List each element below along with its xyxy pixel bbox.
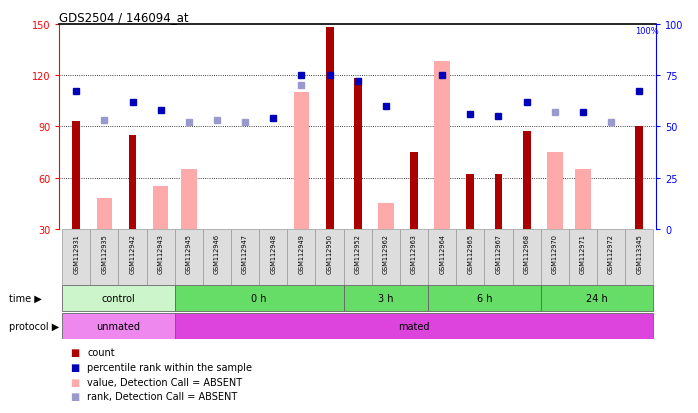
Bar bbox=[294, 93, 309, 229]
Text: GSM112967: GSM112967 bbox=[496, 234, 501, 273]
Text: unmated: unmated bbox=[96, 321, 140, 331]
Text: GSM112942: GSM112942 bbox=[130, 234, 135, 273]
Bar bbox=[575, 170, 591, 229]
Text: GSM113345: GSM113345 bbox=[637, 234, 642, 273]
Bar bbox=[237, 229, 253, 234]
Bar bbox=[174, 313, 653, 339]
Bar bbox=[541, 229, 569, 285]
Text: GSM112949: GSM112949 bbox=[299, 234, 304, 273]
Text: GSM112964: GSM112964 bbox=[439, 234, 445, 273]
Text: GSM112946: GSM112946 bbox=[214, 234, 220, 273]
Text: mated: mated bbox=[399, 321, 430, 331]
Text: time ▶: time ▶ bbox=[9, 293, 42, 304]
Text: GSM112947: GSM112947 bbox=[242, 234, 248, 273]
Bar bbox=[62, 313, 174, 339]
Bar bbox=[484, 229, 512, 285]
Text: GSM112945: GSM112945 bbox=[186, 234, 192, 273]
Bar bbox=[62, 229, 90, 285]
Bar bbox=[372, 229, 400, 285]
Bar bbox=[635, 127, 643, 229]
Bar bbox=[90, 229, 119, 285]
Bar bbox=[259, 229, 288, 285]
Text: rank, Detection Call = ABSENT: rank, Detection Call = ABSENT bbox=[87, 392, 237, 401]
Bar bbox=[96, 199, 112, 229]
Text: protocol ▶: protocol ▶ bbox=[9, 321, 59, 331]
Text: control: control bbox=[102, 293, 135, 304]
Bar bbox=[288, 229, 315, 285]
Bar bbox=[456, 229, 484, 285]
Text: GSM112935: GSM112935 bbox=[101, 234, 107, 273]
Text: percentile rank within the sample: percentile rank within the sample bbox=[87, 362, 252, 372]
Text: ■: ■ bbox=[70, 362, 79, 372]
Text: GSM112965: GSM112965 bbox=[468, 234, 473, 273]
Bar bbox=[315, 229, 343, 285]
Bar bbox=[569, 229, 597, 285]
Bar bbox=[625, 229, 653, 285]
Bar bbox=[62, 285, 174, 311]
Bar bbox=[147, 229, 174, 285]
Bar bbox=[495, 175, 503, 229]
Bar bbox=[326, 28, 334, 229]
Text: GSM112931: GSM112931 bbox=[73, 234, 79, 273]
Text: GSM112970: GSM112970 bbox=[552, 234, 558, 273]
Bar bbox=[512, 229, 541, 285]
Text: GSM112948: GSM112948 bbox=[270, 234, 276, 273]
Bar bbox=[541, 285, 653, 311]
Bar bbox=[523, 132, 530, 229]
Bar bbox=[231, 229, 259, 285]
Bar bbox=[547, 152, 563, 229]
Bar bbox=[181, 170, 197, 229]
Text: 100%: 100% bbox=[635, 27, 659, 36]
Text: 6 h: 6 h bbox=[477, 293, 492, 304]
Text: value, Detection Call = ABSENT: value, Detection Call = ABSENT bbox=[87, 377, 242, 387]
Text: 3 h: 3 h bbox=[378, 293, 394, 304]
Bar bbox=[428, 285, 541, 311]
Bar bbox=[410, 152, 418, 229]
Text: ■: ■ bbox=[70, 377, 79, 387]
Bar bbox=[174, 285, 343, 311]
Text: GDS2504 / 146094_at: GDS2504 / 146094_at bbox=[59, 11, 189, 24]
Text: GSM112963: GSM112963 bbox=[411, 234, 417, 273]
Text: ■: ■ bbox=[70, 392, 79, 401]
Bar bbox=[400, 229, 428, 285]
Text: GSM112968: GSM112968 bbox=[524, 234, 530, 273]
Bar bbox=[597, 229, 625, 285]
Text: ■: ■ bbox=[70, 347, 79, 357]
Bar bbox=[466, 175, 474, 229]
Bar bbox=[343, 285, 428, 311]
Bar bbox=[428, 229, 456, 285]
Text: 0 h: 0 h bbox=[251, 293, 267, 304]
Bar bbox=[153, 187, 168, 229]
Bar bbox=[119, 229, 147, 285]
Text: GSM112962: GSM112962 bbox=[383, 234, 389, 273]
Bar bbox=[354, 79, 362, 229]
Bar bbox=[174, 229, 203, 285]
Text: GSM112950: GSM112950 bbox=[327, 234, 332, 273]
Bar bbox=[434, 62, 450, 229]
Bar bbox=[73, 122, 80, 229]
Text: GSM112952: GSM112952 bbox=[355, 234, 361, 273]
Text: GSM112971: GSM112971 bbox=[580, 234, 586, 273]
Text: GSM112943: GSM112943 bbox=[158, 234, 163, 273]
Text: 24 h: 24 h bbox=[586, 293, 608, 304]
Bar bbox=[203, 229, 231, 285]
Bar bbox=[343, 229, 372, 285]
Text: GSM112972: GSM112972 bbox=[608, 234, 614, 273]
Bar bbox=[378, 204, 394, 229]
Text: count: count bbox=[87, 347, 115, 357]
Bar bbox=[128, 135, 137, 229]
